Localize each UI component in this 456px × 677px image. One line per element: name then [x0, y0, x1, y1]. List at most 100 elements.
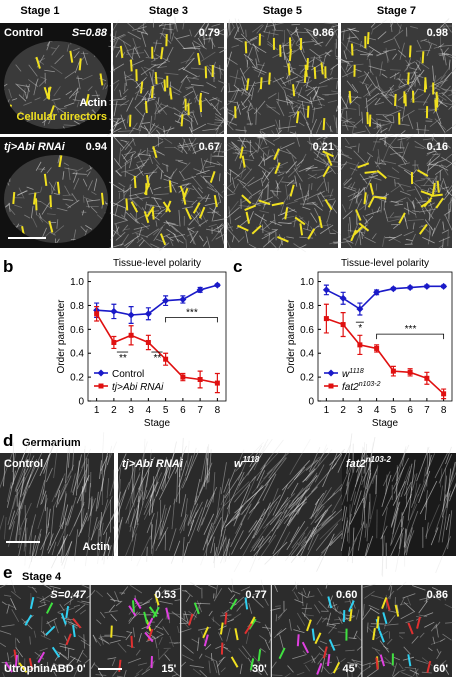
fiber [349, 145, 357, 148]
director [313, 66, 317, 80]
director [358, 222, 370, 232]
marker [374, 345, 380, 351]
fiber [333, 151, 340, 162]
director [128, 605, 137, 617]
fiber [205, 467, 208, 490]
fiber [0, 452, 13, 489]
fiber [219, 48, 227, 53]
fiber [342, 29, 345, 41]
fiber [384, 623, 399, 626]
fiber [257, 196, 274, 205]
fiber [269, 631, 272, 637]
fiber [214, 119, 224, 122]
fiber [295, 81, 309, 84]
director [48, 220, 54, 233]
director [152, 606, 160, 619]
fiber [178, 468, 181, 504]
fiber [237, 135, 247, 149]
fiber [276, 145, 282, 159]
marker [357, 342, 363, 348]
fiber [253, 100, 266, 115]
fiber [426, 152, 437, 165]
fiber [236, 101, 241, 115]
fiber [113, 100, 118, 117]
fiber [438, 92, 447, 95]
fiber [227, 619, 235, 623]
fiber [105, 201, 108, 205]
fiber [425, 522, 429, 539]
fiber [229, 88, 238, 102]
fiber [258, 184, 270, 195]
fiber [364, 194, 369, 211]
fiber [430, 158, 448, 166]
stage-header: Stage 5 [263, 5, 302, 17]
marker [322, 286, 330, 294]
fiber [216, 161, 223, 167]
fiber [311, 463, 337, 493]
fiber [152, 134, 164, 141]
fiber [307, 58, 315, 64]
fiber [434, 168, 443, 175]
fiber [53, 619, 59, 634]
director [163, 79, 167, 92]
fiber [151, 197, 162, 200]
fiber [280, 193, 291, 207]
fiber [314, 85, 328, 89]
fiber [115, 170, 123, 177]
director [24, 614, 33, 626]
fiber [242, 476, 257, 508]
fiber [213, 588, 223, 602]
fiber [324, 92, 342, 96]
fiber [225, 539, 230, 562]
fiber [367, 75, 376, 87]
fiber [387, 175, 400, 180]
fiber [248, 243, 260, 251]
fiber [6, 604, 10, 614]
fiber [208, 584, 217, 589]
fiber [109, 212, 127, 221]
fiber [99, 460, 102, 479]
fiber [155, 532, 166, 552]
fiber [390, 19, 393, 32]
fiber [413, 70, 420, 83]
panel-title: Germarium [22, 437, 81, 449]
fiber [442, 47, 449, 56]
fiber [251, 469, 273, 494]
fiber [251, 535, 271, 559]
fiber [430, 625, 437, 632]
fiber [231, 578, 234, 592]
director [12, 191, 16, 205]
texture [223, 438, 350, 573]
fiber [253, 502, 271, 539]
fiber [360, 45, 368, 50]
fiber [96, 496, 113, 530]
fiber [438, 516, 444, 543]
fiber [215, 584, 218, 598]
fiber [231, 530, 244, 555]
fiber [410, 64, 420, 80]
fiber [81, 486, 83, 527]
x-tick-label: 6 [180, 405, 186, 416]
fiber [365, 179, 371, 190]
fiber [62, 198, 74, 201]
fiber [178, 145, 191, 149]
significance: * [358, 323, 363, 334]
x-tick-label: 4 [146, 405, 152, 416]
fiber [390, 200, 400, 204]
fiber [380, 159, 387, 165]
fiber [154, 210, 163, 219]
fiber [158, 462, 178, 500]
fiber [199, 235, 204, 242]
fiber [126, 631, 132, 633]
fiber [189, 231, 196, 245]
fiber [25, 93, 28, 100]
fiber [198, 653, 203, 659]
fiber [428, 164, 439, 166]
fiber [437, 26, 446, 34]
fiber [365, 97, 369, 114]
fiber [47, 508, 51, 528]
director [416, 616, 421, 629]
fiber [416, 446, 430, 482]
fiber [330, 63, 339, 70]
fiber [114, 219, 128, 225]
